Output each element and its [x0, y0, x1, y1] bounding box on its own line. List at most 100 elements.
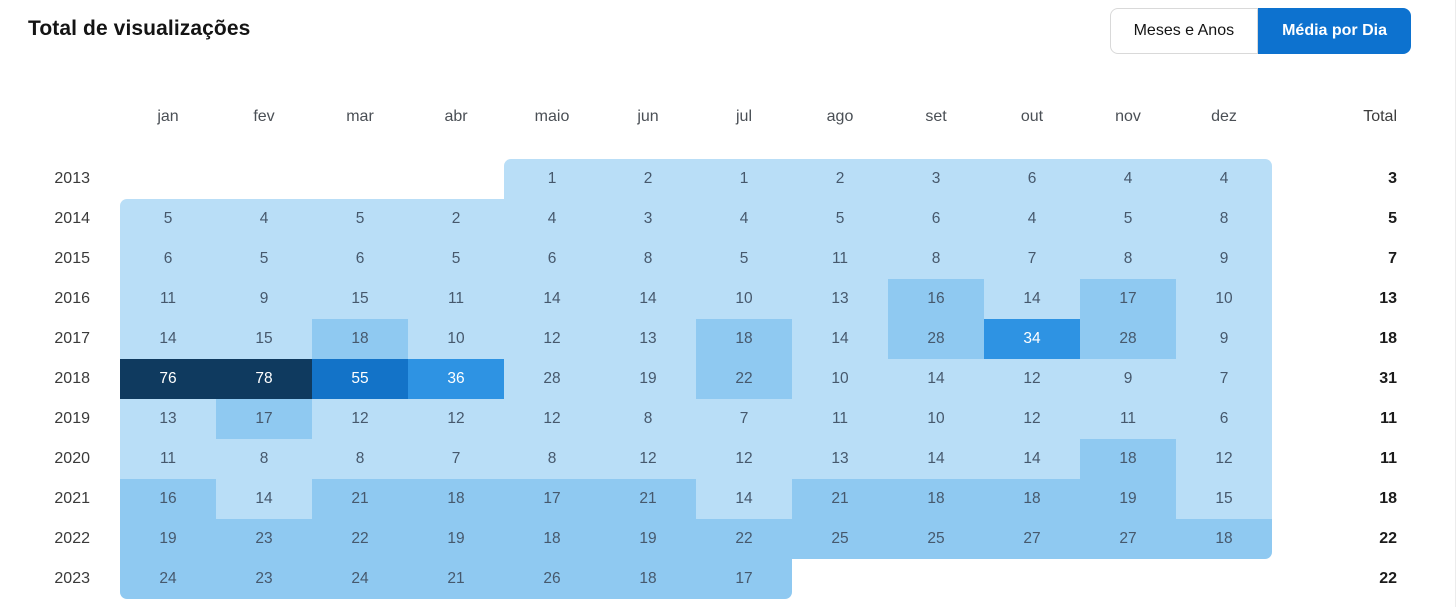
heatmap-cell[interactable]: 3	[888, 159, 984, 199]
heatmap-cell[interactable]: 18	[888, 479, 984, 519]
heatmap-cell[interactable]: 11	[792, 399, 888, 439]
heatmap-cell[interactable]: 14	[600, 279, 696, 319]
heatmap-cell[interactable]: 19	[120, 519, 216, 559]
heatmap-cell[interactable]: 15	[1176, 479, 1272, 519]
heatmap-cell[interactable]: 14	[696, 479, 792, 519]
heatmap-cell[interactable]: 18	[984, 479, 1080, 519]
heatmap-cell[interactable]: 17	[216, 399, 312, 439]
heatmap-cell[interactable]: 3	[600, 199, 696, 239]
heatmap-cell[interactable]: 24	[120, 559, 216, 599]
toggle-media-por-dia[interactable]: Média por Dia	[1258, 8, 1411, 54]
heatmap-cell[interactable]: 55	[312, 359, 408, 399]
heatmap-cell[interactable]: 2	[792, 159, 888, 199]
heatmap-cell[interactable]: 13	[792, 279, 888, 319]
heatmap-cell[interactable]: 28	[1080, 319, 1176, 359]
heatmap-cell[interactable]: 18	[1080, 439, 1176, 479]
heatmap-cell[interactable]: 12	[408, 399, 504, 439]
heatmap-cell[interactable]: 21	[408, 559, 504, 599]
heatmap-cell[interactable]: 14	[984, 439, 1080, 479]
heatmap-cell[interactable]: 1	[504, 159, 600, 199]
heatmap-cell[interactable]: 8	[888, 239, 984, 279]
heatmap-cell[interactable]: 6	[312, 239, 408, 279]
heatmap-cell[interactable]: 13	[600, 319, 696, 359]
heatmap-cell[interactable]: 19	[600, 359, 696, 399]
heatmap-cell[interactable]: 17	[696, 559, 792, 599]
heatmap-cell[interactable]: 6	[888, 199, 984, 239]
heatmap-cell[interactable]: 18	[696, 319, 792, 359]
heatmap-cell[interactable]: 11	[120, 279, 216, 319]
heatmap-cell[interactable]: 9	[1176, 319, 1272, 359]
heatmap-cell[interactable]: 4	[696, 199, 792, 239]
heatmap-cell[interactable]: 18	[600, 559, 696, 599]
heatmap-cell[interactable]: 8	[312, 439, 408, 479]
heatmap-cell[interactable]: 27	[1080, 519, 1176, 559]
heatmap-cell[interactable]: 76	[120, 359, 216, 399]
heatmap-cell[interactable]: 1	[696, 159, 792, 199]
heatmap-cell[interactable]: 10	[888, 399, 984, 439]
heatmap-cell[interactable]: 19	[600, 519, 696, 559]
heatmap-cell[interactable]: 9	[1080, 359, 1176, 399]
heatmap-cell[interactable]: 4	[1080, 159, 1176, 199]
heatmap-cell[interactable]: 12	[696, 439, 792, 479]
heatmap-cell[interactable]: 11	[792, 239, 888, 279]
heatmap-cell[interactable]: 10	[696, 279, 792, 319]
heatmap-cell[interactable]: 22	[696, 359, 792, 399]
heatmap-cell[interactable]: 8	[216, 439, 312, 479]
heatmap-cell[interactable]: 28	[504, 359, 600, 399]
heatmap-cell[interactable]: 12	[504, 319, 600, 359]
heatmap-cell[interactable]: 5	[312, 199, 408, 239]
heatmap-cell[interactable]: 12	[984, 359, 1080, 399]
heatmap-cell[interactable]: 4	[504, 199, 600, 239]
heatmap-cell[interactable]: 14	[984, 279, 1080, 319]
heatmap-cell[interactable]: 17	[1080, 279, 1176, 319]
heatmap-cell[interactable]: 10	[408, 319, 504, 359]
heatmap-cell[interactable]: 21	[792, 479, 888, 519]
heatmap-cell[interactable]: 8	[504, 439, 600, 479]
heatmap-cell[interactable]: 18	[504, 519, 600, 559]
heatmap-cell[interactable]: 19	[1080, 479, 1176, 519]
heatmap-cell[interactable]: 9	[216, 279, 312, 319]
heatmap-cell[interactable]: 12	[1176, 439, 1272, 479]
heatmap-cell[interactable]: 8	[1176, 199, 1272, 239]
heatmap-cell[interactable]: 25	[792, 519, 888, 559]
heatmap-cell[interactable]: 16	[888, 279, 984, 319]
heatmap-cell[interactable]: 14	[888, 439, 984, 479]
heatmap-cell[interactable]: 27	[984, 519, 1080, 559]
heatmap-cell[interactable]: 4	[216, 199, 312, 239]
heatmap-cell[interactable]: 18	[312, 319, 408, 359]
heatmap-cell[interactable]: 12	[312, 399, 408, 439]
heatmap-cell[interactable]: 13	[792, 439, 888, 479]
heatmap-cell[interactable]: 23	[216, 519, 312, 559]
heatmap-cell[interactable]: 21	[312, 479, 408, 519]
heatmap-cell[interactable]: 14	[792, 319, 888, 359]
heatmap-cell[interactable]: 2	[600, 159, 696, 199]
heatmap-cell[interactable]: 24	[312, 559, 408, 599]
heatmap-cell[interactable]: 6	[120, 239, 216, 279]
heatmap-cell[interactable]: 9	[1176, 239, 1272, 279]
heatmap-cell[interactable]: 15	[216, 319, 312, 359]
heatmap-cell[interactable]: 5	[408, 239, 504, 279]
heatmap-cell[interactable]: 8	[600, 399, 696, 439]
heatmap-cell[interactable]: 18	[1176, 519, 1272, 559]
heatmap-cell[interactable]: 4	[1176, 159, 1272, 199]
heatmap-cell[interactable]: 26	[504, 559, 600, 599]
heatmap-cell[interactable]: 12	[600, 439, 696, 479]
heatmap-cell[interactable]: 25	[888, 519, 984, 559]
heatmap-cell[interactable]: 34	[984, 319, 1080, 359]
heatmap-cell[interactable]: 14	[216, 479, 312, 519]
heatmap-cell[interactable]: 14	[888, 359, 984, 399]
heatmap-cell[interactable]: 28	[888, 319, 984, 359]
heatmap-cell[interactable]: 7	[984, 239, 1080, 279]
heatmap-cell[interactable]: 14	[120, 319, 216, 359]
heatmap-cell[interactable]: 11	[120, 439, 216, 479]
heatmap-cell[interactable]: 7	[1176, 359, 1272, 399]
toggle-meses-e-anos[interactable]: Meses e Anos	[1109, 8, 1259, 54]
heatmap-cell[interactable]: 5	[120, 199, 216, 239]
heatmap-cell[interactable]: 10	[792, 359, 888, 399]
heatmap-cell[interactable]: 15	[312, 279, 408, 319]
heatmap-cell[interactable]: 7	[696, 399, 792, 439]
heatmap-cell[interactable]: 5	[216, 239, 312, 279]
heatmap-cell[interactable]: 18	[408, 479, 504, 519]
heatmap-cell[interactable]: 78	[216, 359, 312, 399]
heatmap-cell[interactable]: 22	[696, 519, 792, 559]
